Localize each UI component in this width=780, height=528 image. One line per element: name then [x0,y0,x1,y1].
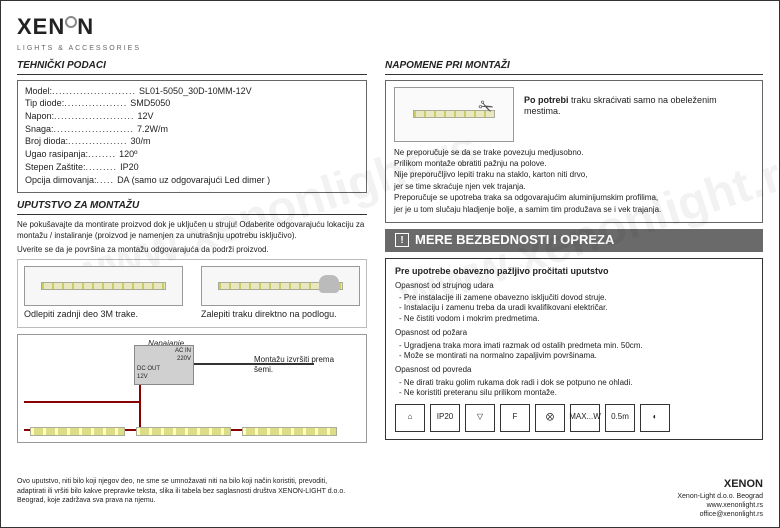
step1-img [24,266,183,306]
step2-img [201,266,360,306]
notes-box: ✂ Po potrebi traku skraćivati samo na ob… [385,80,763,223]
g2-list: Ugradjena traka mora imati razmak od ost… [395,341,753,362]
g3-title: Opasnost od povreda [395,365,753,375]
diag-text: Montažu izvršiti prema šemi. [254,355,354,376]
footer-line: Xenon-Light d.o.o. Beograd [677,492,763,501]
spec-row: Stepen Zaštite: ......... IP20 [25,162,359,174]
safety-item: Ne dirati traku golim rukama dok radi i … [399,378,753,388]
cert-icon: ◐ [640,404,670,432]
safety-item: Ne čistiti vodom i mokrim predmetima. [399,314,753,324]
wiring-diagram: Napajanje AC IN 220V DC OUT12V Montažu i… [17,334,367,443]
cert-icon: IP20 [430,404,460,432]
logo-text: XENN [17,13,94,42]
spec-row: Ugao rasipanja: ........ 120º [25,149,359,161]
cert-icon: 0.5m [605,404,635,432]
note-line: Nije preporučljivo lepiti traku na stakl… [394,170,754,180]
spec-row: Snaga: ....................... 7.2W/m [25,124,359,136]
cert-icon: ⨂ [535,404,565,432]
note-line: jer se time skraćuje njen vek trajanja. [394,182,754,192]
step1-text: Odlepiti zadnji deo 3M trake. [24,309,183,321]
spec-row: Napon: ....................... 12V [25,111,359,123]
safety-item: Može se montirati na normalno zapaljivim… [399,351,753,361]
safety-heading: Pre upotrebe obavezno pažljivo pročitati… [395,266,753,278]
g2-title: Opasnost od požara [395,328,753,338]
logo: XENN [17,13,763,42]
safety-item: Pre instalacije ili zamene obavezno iskl… [399,293,753,303]
cut-img: ✂ [394,87,514,142]
cert-icon: MAX...W [570,404,600,432]
cert-icons: ⌂IP20▽F⨂MAX...W0.5m◐ [395,404,753,432]
footer: Ovo uputstvo, niti bilo koji njegov deo,… [17,477,763,519]
safety-item: Ugradjena traka mora imati razmak od ost… [399,341,753,351]
psu-box: AC IN 220V DC OUT12V [134,345,194,385]
spec-row: Broj dioda: ................. 30/m [25,136,359,148]
cut-text: Po potrebi traku skraćivati samo na obel… [524,87,754,142]
g1-title: Opasnost od strujnog udara [395,281,753,291]
step2-text: Zalepiti traku direktno na podlogu. [201,309,360,321]
safety-box: Pre upotrebe obavezno pažljivo pročitati… [385,258,763,440]
footer-contact: XENON Xenon-Light d.o.o. Beogradwww.xeno… [677,477,763,519]
instr-title: UPUTSTVO ZA MONTAŽU [17,199,367,215]
spec-row: Tip diode: .................. SMD5050 [25,98,359,110]
safety-item: Instalaciju i zamenu treba da uradi kval… [399,303,753,313]
g1-list: Pre instalacije ili zamene obavezno iskl… [395,293,753,324]
footer-line: www.xenonlight.rs [677,501,763,510]
footer-disclaimer: Ovo uputstvo, niti bilo koji njegov deo,… [17,477,357,519]
safety-item: Ne koristiti preteranu silu prilikom mon… [399,388,753,398]
logo-subtitle: LIGHTS & ACCESSORIES [17,44,763,53]
safety-bar: ! MERE BEZBEDNOSTI I OPREZA [385,229,763,252]
instr-para1: Ne pokušavajte da montirate proizvod dok… [17,220,367,241]
cert-icon: F [500,404,530,432]
notes-title: NAPOMENE PRI MONTAŽI [385,59,763,75]
spec-row: Model: ........................ SL01-505… [25,86,359,98]
note-line: jer je u tom slučaju hladjenje bolje, a … [394,205,754,215]
warn-icon: ! [395,233,409,247]
note-line: Ne preporučuje se da se trake povezuju m… [394,148,754,158]
footer-line: office@xenonlight.rs [677,510,763,519]
spec-row: Opcija dimovanja: ..... DA (samo uz odgo… [25,175,359,187]
instr-para2: Uverite se da je površina za montažu odg… [17,245,367,255]
cert-icon: ▽ [465,404,495,432]
instr-steps: Odlepiti zadnji deo 3M trake. Zalepiti t… [17,259,367,328]
note-line: Prilikom montaže obratiti pažnju na polo… [394,159,754,169]
g3-list: Ne dirati traku golim rukama dok radi i … [395,378,753,399]
notes-body: Ne preporučuje se da se trake povezuju m… [394,148,754,215]
specs-title: TEHNIČKI PODACI [17,59,367,75]
specs-box: Model: ........................ SL01-505… [17,80,367,194]
note-line: Preporučuje se upotreba traka sa odgovar… [394,193,754,203]
cert-icon: ⌂ [395,404,425,432]
